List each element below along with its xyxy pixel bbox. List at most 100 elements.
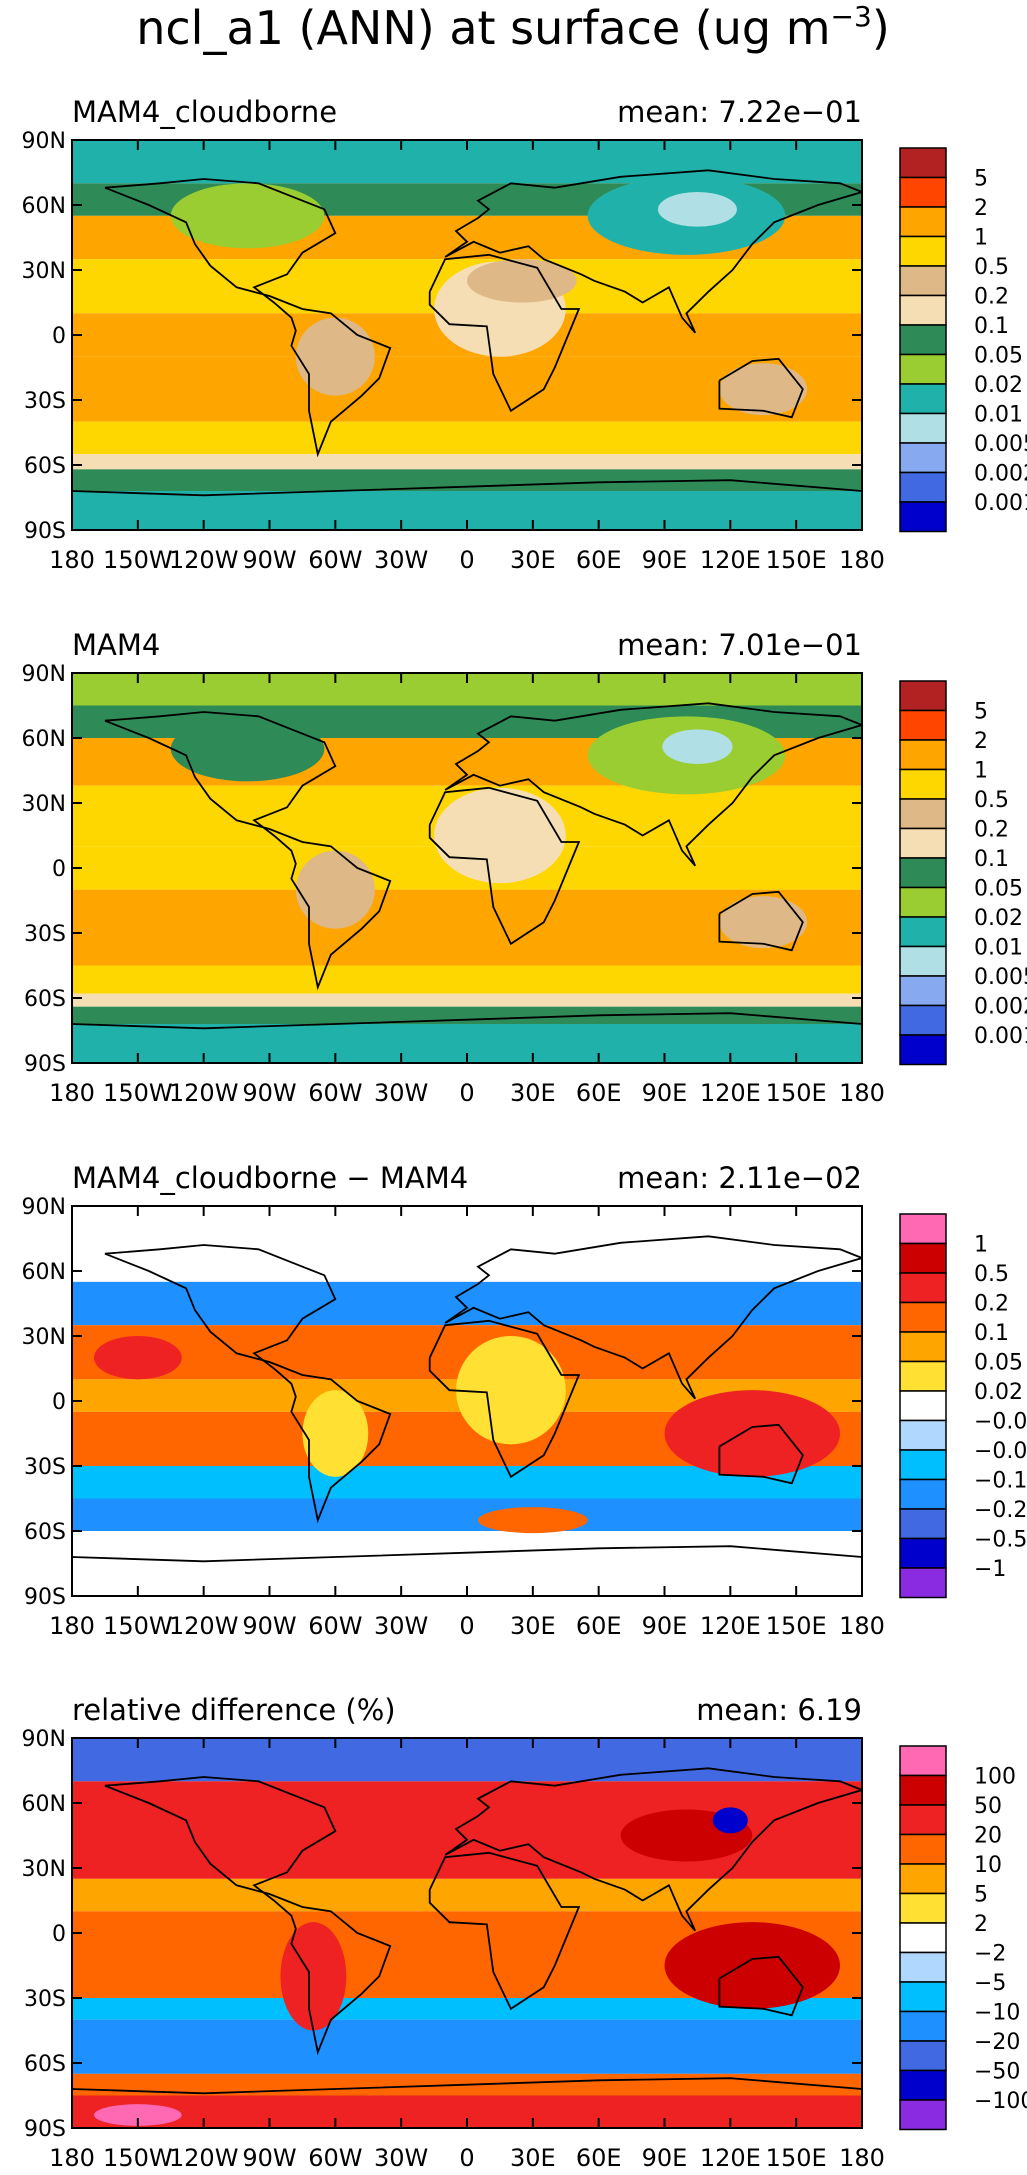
colorbar-swatch	[899, 1981, 947, 2013]
x-tick-label: 90E	[642, 2144, 688, 2172]
colorbar-swatch	[899, 324, 947, 356]
colorbar-swatch	[899, 1272, 947, 1304]
colorbar-label: 0.2	[974, 285, 1009, 310]
contour-band	[72, 1531, 862, 1596]
y-tick-label: 90N	[22, 1727, 66, 1752]
contour-band	[72, 965, 862, 994]
y-tick-label: 90N	[22, 1195, 66, 1220]
colorbar-swatch	[899, 294, 947, 326]
x-tick-label: 90E	[642, 1079, 688, 1107]
y-tick-label: 90S	[24, 519, 66, 544]
colorbar-label: 0.2	[974, 818, 1009, 843]
y-tick-label: 30S	[24, 1987, 66, 2012]
colorbar-label: 0.1	[974, 314, 1009, 339]
colorbar-label: 5	[974, 700, 988, 725]
colorbar-swatch	[899, 945, 947, 977]
colorbar-label: 2	[974, 729, 988, 754]
y-tick-label: 30S	[24, 389, 66, 414]
colorbar-label: −100	[974, 2089, 1027, 2114]
x-tick-label: 120E	[700, 546, 761, 574]
colorbar-label: −0.2	[974, 1498, 1027, 1523]
colorbar-swatch	[899, 1213, 947, 1245]
contour-feature	[93, 2104, 182, 2126]
coastline	[718, 1423, 804, 1485]
x-tick-label: 30W	[374, 1612, 428, 1640]
x-tick-label: 180	[839, 1079, 885, 1107]
colorbar-label: 0.02	[974, 906, 1023, 931]
coastline	[718, 1955, 804, 2017]
colorbar-swatch	[899, 768, 947, 800]
colorbar-swatch	[899, 1951, 947, 1983]
y-tick-label: 0	[52, 1390, 66, 1415]
colorbar-swatch	[899, 501, 947, 533]
panel-label: MAM4	[72, 628, 160, 662]
coastline	[444, 702, 862, 867]
colorbar-label: 20	[974, 1824, 1002, 1849]
contour-feature	[170, 183, 325, 249]
panel-4: relative difference (%) mean: 6.19 180 150W…	[22, 1693, 1027, 2172]
x-tick-label: 180	[49, 546, 95, 574]
y-tick-label: 60S	[24, 2052, 66, 2077]
colorbar-swatch	[899, 2010, 947, 2042]
y-tick-label: 0	[52, 324, 66, 349]
map-field	[72, 1738, 862, 2128]
coastline	[72, 1545, 862, 1563]
colorbar-swatch	[899, 798, 947, 830]
colorbar-swatch	[899, 176, 947, 208]
colorbar-swatch	[899, 1863, 947, 1895]
colorbar-label: −0.5	[974, 1528, 1027, 1553]
x-tick-label: 180	[839, 546, 885, 574]
x-tick-label: 180	[839, 1612, 885, 1640]
contour-band	[72, 1998, 862, 2020]
contour-feature	[664, 1390, 841, 1477]
colorbar-swatch	[899, 2099, 947, 2131]
x-tick-label: 90W	[242, 546, 296, 574]
coastline	[428, 253, 581, 413]
colorbar-label: 0.1	[974, 847, 1009, 872]
colorbar-swatch	[899, 265, 947, 297]
colorbar-label: 2	[974, 1912, 988, 1937]
colorbar-label: 10	[974, 1853, 1002, 1878]
colorbar-label: −2	[974, 1942, 1006, 1967]
colorbar-label: 50	[974, 1794, 1002, 1819]
contour-band	[72, 1006, 862, 1024]
colorbar-label: 0.005	[974, 965, 1027, 990]
x-tick-label: 90E	[642, 1612, 688, 1640]
colorbar-swatch	[899, 886, 947, 918]
contour-band	[72, 1206, 862, 1282]
coastline	[444, 1767, 862, 1932]
colorbar-swatch	[899, 442, 947, 474]
x-tick-label: 150W	[103, 1612, 173, 1640]
colorbar-swatch	[899, 2040, 947, 2072]
x-tick-label: 30E	[510, 1079, 556, 1107]
x-tick-label: 30W	[374, 2144, 428, 2172]
colorbar-swatch	[899, 1004, 947, 1036]
colorbar-label: 0.5	[974, 255, 1009, 280]
x-tick-label: 120E	[700, 2144, 761, 2172]
y-tick-label: 90S	[24, 2117, 66, 2142]
x-tick-label: 30W	[374, 546, 428, 574]
contour-feature	[664, 1922, 841, 2009]
colorbar-swatch	[899, 1508, 947, 1540]
colorbar-label: 0.2	[974, 1292, 1009, 1317]
panel-label: relative difference (%)	[72, 1693, 396, 1727]
coastline	[104, 711, 392, 991]
x-tick-label: 30W	[374, 1079, 428, 1107]
x-tick-label: 180	[49, 2144, 95, 2172]
colorbar-swatch	[899, 975, 947, 1007]
contour-band	[72, 1498, 862, 1531]
colorbar-swatch	[899, 1567, 947, 1599]
colorbar-swatch	[899, 1331, 947, 1363]
colorbar-swatch	[899, 680, 947, 712]
contour-band	[72, 1281, 862, 1326]
contour-feature	[434, 787, 566, 884]
colorbar-swatch	[899, 1360, 947, 1392]
colorbar-label: 0.005	[974, 432, 1027, 457]
map-field	[72, 673, 862, 1063]
colorbar-swatch	[899, 2069, 947, 2101]
y-tick-label: 60S	[24, 987, 66, 1012]
contour-feature	[295, 850, 375, 929]
y-tick-label: 60N	[22, 1792, 66, 1817]
